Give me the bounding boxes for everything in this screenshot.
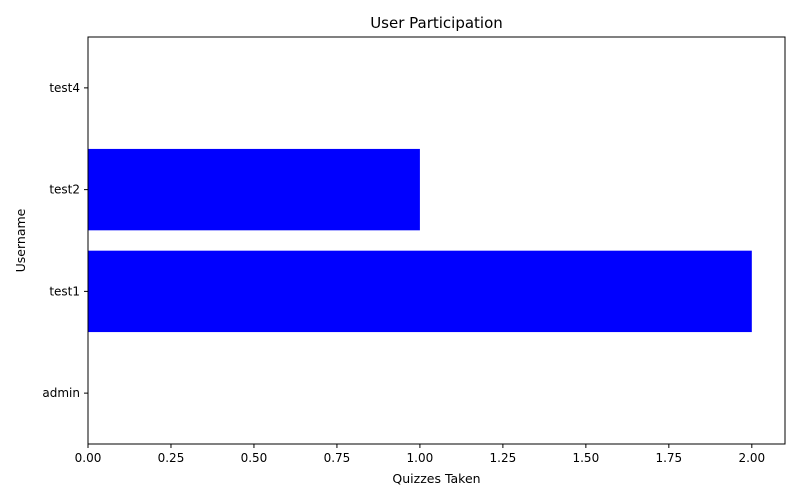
chart-title: User Participation — [370, 14, 503, 32]
x-tick-label: 0.75 — [324, 451, 351, 465]
x-tick-label: 1.50 — [572, 451, 599, 465]
y-tick-label-test2: test2 — [49, 183, 80, 197]
x-tick-label: 0.25 — [158, 451, 185, 465]
x-tick-label: 1.25 — [490, 451, 517, 465]
bar-test1 — [88, 250, 752, 333]
x-tick-label: 2.00 — [738, 451, 765, 465]
x-tick-label: 1.00 — [407, 451, 434, 465]
x-tick-label: 1.75 — [655, 451, 682, 465]
x-axis-ticks: 0.00 0.25 0.50 0.75 1.00 1.25 1.50 1.75 2.00 — [75, 444, 765, 465]
x-tick-label: 0.50 — [241, 451, 268, 465]
y-axis-ticks: admin test1 test2 test4 — [42, 81, 88, 400]
bar-test2 — [88, 148, 420, 231]
x-axis-label: Quizzes Taken — [392, 471, 480, 486]
bars-layer — [88, 148, 752, 333]
y-axis-label: Username — [13, 208, 28, 272]
y-tick-label-test4: test4 — [49, 81, 80, 95]
y-tick-label-admin: admin — [42, 386, 80, 400]
x-tick-label: 0.00 — [75, 451, 102, 465]
plot-frame — [87, 36, 786, 445]
y-tick-label-test1: test1 — [49, 284, 80, 298]
